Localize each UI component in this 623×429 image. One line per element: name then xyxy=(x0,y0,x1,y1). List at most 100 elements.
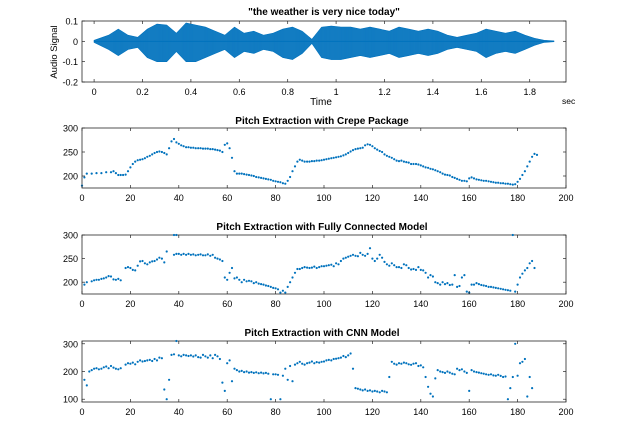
x-tick-label: 1.2 xyxy=(378,87,391,97)
data-point xyxy=(194,254,197,257)
data-point xyxy=(255,175,258,179)
data-point xyxy=(364,388,367,391)
data-point xyxy=(272,286,275,289)
x-tick-label: 180 xyxy=(510,193,525,203)
data-point xyxy=(373,389,376,392)
data-points xyxy=(80,137,539,187)
y-ticks: 200 250 300 xyxy=(63,231,566,288)
data-point xyxy=(129,362,132,365)
data-point xyxy=(456,367,459,370)
data-point xyxy=(281,374,284,377)
data-point xyxy=(206,356,209,359)
data-point xyxy=(523,357,527,361)
data-point xyxy=(252,371,255,374)
data-points xyxy=(83,339,534,401)
data-point xyxy=(126,266,130,269)
data-point xyxy=(422,165,425,168)
data-point xyxy=(521,272,524,275)
data-point xyxy=(286,378,289,381)
data-point xyxy=(313,160,316,163)
data-point xyxy=(441,172,444,175)
data-point xyxy=(284,182,287,185)
data-point xyxy=(443,173,447,176)
data-point xyxy=(199,253,202,256)
data-point xyxy=(330,359,333,362)
data-point xyxy=(172,233,176,237)
data-point xyxy=(245,370,248,373)
x-tick-label: 180 xyxy=(510,299,525,309)
data-point xyxy=(238,172,241,175)
data-point xyxy=(189,354,192,357)
data-point xyxy=(218,258,221,261)
data-point xyxy=(189,253,192,256)
data-point xyxy=(318,361,321,364)
data-point xyxy=(83,283,86,286)
x-tick-label: 100 xyxy=(316,193,331,203)
data-point xyxy=(431,275,434,278)
data-point xyxy=(197,253,200,256)
data-point xyxy=(436,170,439,173)
data-point xyxy=(456,285,459,288)
data-point xyxy=(315,361,318,364)
data-point xyxy=(412,267,415,271)
data-point xyxy=(412,362,415,365)
data-point xyxy=(112,278,115,281)
data-point xyxy=(245,173,248,176)
data-point xyxy=(308,266,311,270)
data-point xyxy=(364,254,367,257)
data-point xyxy=(204,254,207,257)
data-point xyxy=(168,147,171,150)
data-point xyxy=(211,253,214,256)
data-point xyxy=(349,150,352,153)
data-point xyxy=(485,179,488,182)
data-point xyxy=(112,170,115,173)
data-point xyxy=(480,372,483,375)
data-point xyxy=(102,366,105,369)
data-point xyxy=(175,233,178,237)
data-point xyxy=(528,262,531,265)
data-point xyxy=(335,262,338,265)
data-point xyxy=(354,148,357,151)
data-point xyxy=(468,177,471,180)
data-point xyxy=(257,282,260,285)
data-point xyxy=(342,354,345,358)
data-point xyxy=(134,269,137,272)
data-point xyxy=(172,137,176,141)
data-point xyxy=(385,263,388,266)
data-point xyxy=(281,289,284,292)
data-point xyxy=(235,369,238,372)
data-point xyxy=(192,355,195,358)
data-point xyxy=(339,155,342,158)
data-point xyxy=(322,360,326,363)
data-point xyxy=(279,398,282,401)
data-point xyxy=(221,150,224,154)
data-point xyxy=(400,159,403,162)
data-point xyxy=(187,252,190,255)
data-point xyxy=(243,173,246,176)
data-point xyxy=(218,357,221,361)
data-point xyxy=(497,181,500,184)
data-point xyxy=(373,259,376,263)
data-point xyxy=(402,361,405,364)
data-point xyxy=(518,276,522,279)
data-point xyxy=(85,281,88,284)
data-point xyxy=(509,289,512,292)
data-point xyxy=(158,150,161,153)
y-ticks: -0.2 -0.1 0 0.1 xyxy=(62,17,566,88)
data-point xyxy=(170,140,173,143)
data-point xyxy=(347,151,350,155)
data-point xyxy=(284,291,287,294)
x-tick-label: 60 xyxy=(222,193,232,203)
data-point xyxy=(327,264,330,267)
x-tick-label: 120 xyxy=(365,407,380,417)
data-point xyxy=(209,254,212,257)
data-point xyxy=(465,180,468,183)
data-point xyxy=(436,369,439,372)
data-point xyxy=(448,174,451,177)
data-point xyxy=(250,371,253,374)
data-point xyxy=(414,268,418,271)
data-point xyxy=(371,257,374,260)
data-point xyxy=(247,279,251,282)
y-tick-label: 200 xyxy=(63,367,78,377)
data-point xyxy=(114,278,117,281)
